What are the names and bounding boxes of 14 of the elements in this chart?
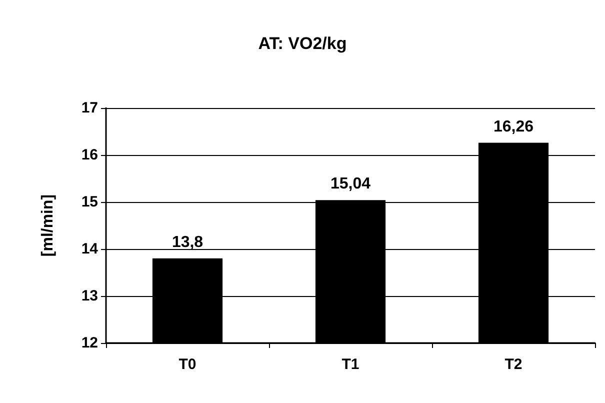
y-tick-label: 16 (81, 146, 98, 164)
y-tick-label: 14 (81, 240, 99, 258)
y-axis-title: [ml/min] (40, 194, 56, 257)
y-tick-label: 17 (81, 100, 98, 116)
data-label: 16,26 (493, 118, 534, 136)
y-tick-label: 12 (81, 334, 98, 352)
chart-title: AT: VO2/kg (258, 34, 347, 53)
data-label: 15,04 (330, 176, 371, 193)
x-tick-label: T1 (342, 356, 360, 373)
data-label: 13,8 (172, 234, 204, 251)
y-tick-label: 15 (81, 194, 98, 210)
y-tick-label: 13 (81, 288, 98, 304)
x-tick-label: T0 (178, 356, 196, 373)
x-tick-label: T2 (504, 356, 522, 373)
